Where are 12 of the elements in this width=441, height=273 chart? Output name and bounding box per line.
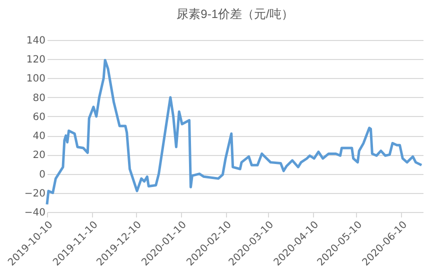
y-tick-label: −20 [24,188,46,200]
y-tick-label: 80 [32,92,46,104]
y-tick-label: 40 [32,131,46,142]
y-tick-label: −40 [24,208,46,218]
y-tick-label: 0 [39,169,46,180]
y-tick-label: 60 [32,112,46,123]
y-tick-label: 120 [26,54,46,66]
y-tick-label: 100 [26,74,46,85]
chart-title: 尿素9-1价差（元/吨） [176,7,294,21]
line-series [46,58,423,206]
y-tick-label: 140 [26,36,46,46]
y-tick-label: 20 [32,150,46,162]
